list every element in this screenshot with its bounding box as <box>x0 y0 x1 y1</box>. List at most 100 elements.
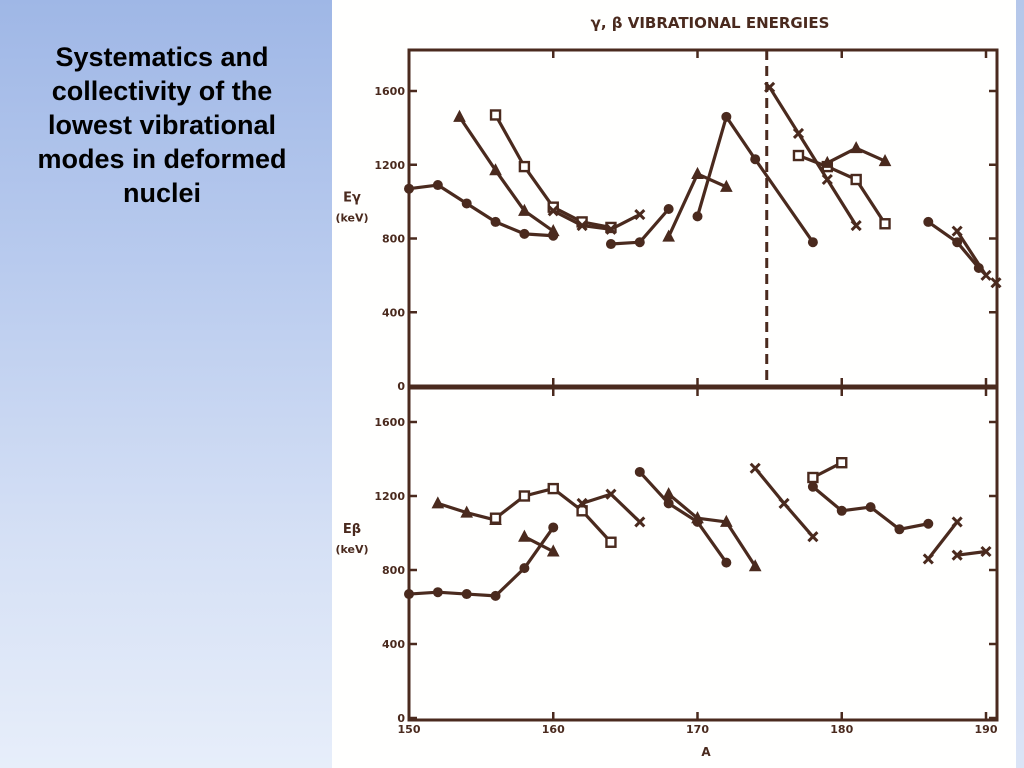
gamma-data-point <box>850 220 862 232</box>
beta-series-1 <box>404 522 559 601</box>
x-tick-label: 150 <box>398 723 421 736</box>
beta-data-point <box>720 514 733 527</box>
vibrational-energies-chart: γ, β VIBRATIONAL ENERGIES 0 400 800 1200 160… <box>335 14 1002 759</box>
x-axis-label: A <box>701 745 711 759</box>
gamma-series-9 <box>792 149 891 230</box>
beta-data-point <box>548 522 559 533</box>
beta-series-line <box>581 492 641 524</box>
gamma-data-point <box>691 166 704 179</box>
gamma-data-point <box>518 160 531 173</box>
beta-data-point <box>836 457 848 469</box>
gamma-data-point <box>820 155 834 168</box>
beta-data-point <box>922 553 934 565</box>
gamma-data-point <box>489 109 502 121</box>
gamma-series-1 <box>404 180 559 241</box>
beta-series-4 <box>518 529 560 557</box>
gamma-series-line <box>768 86 858 227</box>
figure-panel: γ, β VIBRATIONAL ENERGIES 0 400 800 1200 160… <box>332 0 1016 768</box>
gamma-data-point <box>518 203 531 216</box>
gamma-panel-frame <box>407 48 999 388</box>
beta-data-point <box>518 529 531 542</box>
gamma-series-7 <box>692 111 818 248</box>
beta-data-point <box>490 590 501 601</box>
beta-series-12 <box>951 545 992 561</box>
gamma-y-tick-label: 800 <box>382 233 405 246</box>
beta-series-line <box>408 526 555 598</box>
gamma-data-point <box>546 224 560 237</box>
gamma-data-point <box>453 109 466 122</box>
beta-data-point <box>836 505 847 516</box>
gamma-series-line <box>797 154 887 225</box>
gamma-data-point <box>821 173 833 186</box>
gamma-series-12 <box>951 225 992 281</box>
beta-data-point <box>748 559 762 572</box>
gamma-y-axis-unit: (keV) <box>335 212 368 225</box>
gamma-data-point <box>764 81 776 93</box>
beta-data-point <box>778 497 790 509</box>
gamma-data-point <box>663 204 674 214</box>
beta-data-point <box>605 488 617 500</box>
beta-data-point <box>894 524 905 535</box>
beta-data-point <box>807 531 819 543</box>
gamma-data-point <box>720 179 733 192</box>
beta-data-point <box>460 505 474 518</box>
gamma-data-point <box>404 183 414 194</box>
beta-data-point <box>951 549 963 561</box>
gamma-data-point <box>750 154 761 165</box>
beta-data-point <box>923 518 934 529</box>
beta-data-point <box>519 563 530 574</box>
beta-series-line <box>927 520 959 560</box>
gamma-series-line <box>695 115 815 244</box>
left-panel: Systematics and collectivity of the lowe… <box>0 0 332 768</box>
beta-series-line <box>667 492 757 568</box>
gamma-data-point <box>605 223 617 235</box>
gamma-data-point <box>432 180 443 191</box>
gamma-data-point <box>721 111 732 122</box>
beta-data-point <box>749 462 761 474</box>
beta-data-point <box>807 481 818 492</box>
beta-data-point <box>634 516 646 528</box>
beta-y-tick-label: 1200 <box>374 490 405 503</box>
x-tick-label: 190 <box>975 723 998 736</box>
gamma-series-6 <box>662 166 733 242</box>
beta-series-line <box>956 549 987 557</box>
gamma-data-point <box>490 216 501 227</box>
beta-data-point <box>489 512 502 524</box>
x-tick-label: 170 <box>686 723 709 736</box>
beta-data-point <box>662 487 675 500</box>
chart-panels: 0 400 800 1200 1600 Eγ (keV) 0 400 800 1200 1600 Eβ (… <box>335 48 1002 725</box>
gamma-data-point <box>792 149 805 162</box>
beta-data-point <box>432 587 443 598</box>
x-tick-label: 180 <box>830 723 853 736</box>
gamma-data-point <box>850 173 862 186</box>
beta-data-point <box>951 516 963 528</box>
beta-data-point <box>431 496 445 509</box>
gamma-series-4 <box>547 205 646 235</box>
gamma-series-2 <box>453 109 560 237</box>
gamma-series-line <box>552 209 641 231</box>
beta-data-point <box>547 482 559 495</box>
beta-data-point <box>404 589 414 600</box>
gamma-series-5 <box>605 204 674 250</box>
gamma-series-13 <box>990 277 1002 289</box>
gamma-data-point <box>634 237 645 248</box>
gamma-series-8 <box>764 81 862 232</box>
gamma-series-line <box>408 183 554 238</box>
gamma-series-line <box>955 230 988 277</box>
gamma-y-axis-symbol: Eγ <box>343 191 361 206</box>
gamma-data-point <box>980 269 992 281</box>
gamma-data-point <box>519 228 530 239</box>
beta-series-3 <box>489 482 617 548</box>
panel-beta: 0 400 800 1200 1600 Eβ (keV) <box>335 386 999 725</box>
gamma-data-point <box>605 239 616 250</box>
beta-data-point <box>663 498 674 509</box>
gamma-y-tick-label: 400 <box>382 306 405 319</box>
gamma-data-point <box>692 211 703 222</box>
beta-y-axis-unit: (keV) <box>335 543 368 556</box>
beta-y-axis-symbol: Eβ <box>343 522 361 537</box>
x-axis: 150 160 170 180 190 <box>398 723 998 736</box>
gamma-data-point <box>990 277 1002 289</box>
gamma-data-point <box>461 198 472 209</box>
x-tick-label: 160 <box>542 723 565 736</box>
gamma-series-3 <box>489 109 617 234</box>
